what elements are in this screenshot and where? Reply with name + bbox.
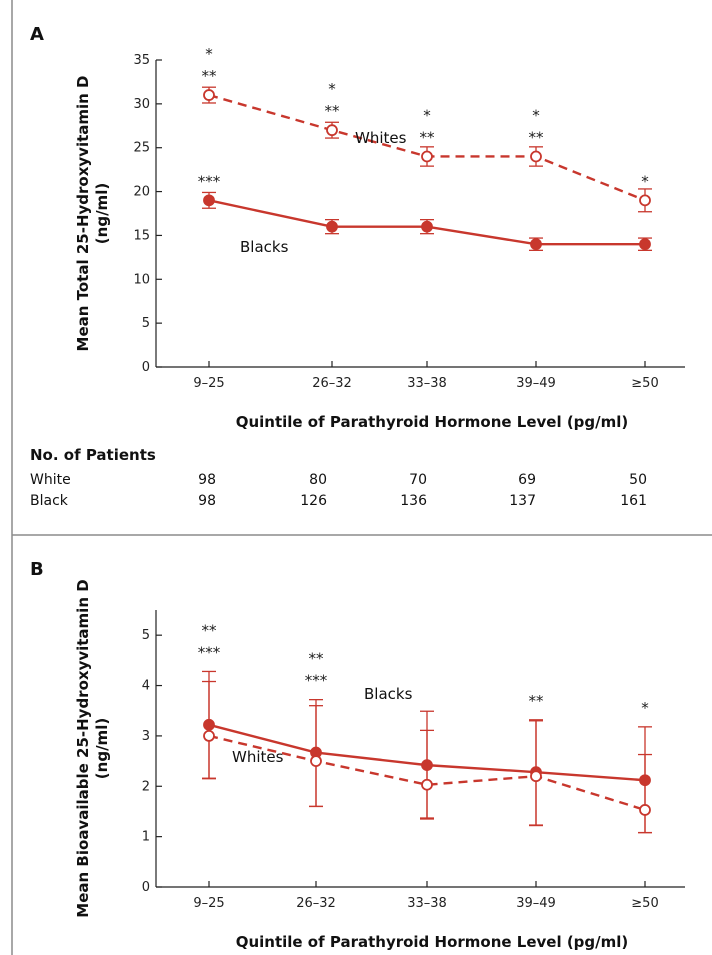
table-cell: 137 <box>509 493 536 509</box>
table-cell: 70 <box>409 472 427 488</box>
data-point-whites <box>326 124 338 137</box>
significance-marker: ** <box>202 621 218 639</box>
patients-table: No. of Patients White 98 80 70 69 50 Black 98 126… <box>30 446 647 509</box>
significance-marker: ** <box>420 128 436 146</box>
significance-marker: *** <box>198 643 221 661</box>
y-axis-label-line: (ng/ml) <box>93 718 111 779</box>
significance-marker: * <box>641 172 649 190</box>
table-title: No. of Patients <box>30 446 156 464</box>
table-cell: 50 <box>629 472 647 488</box>
data-point-whites <box>530 150 542 163</box>
significance-marker: * <box>423 106 431 124</box>
series-label-whites: Whites <box>355 129 407 147</box>
data-point-blacks <box>203 194 215 207</box>
significance-marker: ** <box>529 128 545 146</box>
data-point-whites <box>310 755 322 767</box>
data-point-blacks <box>326 220 338 233</box>
significance-marker: ** <box>202 67 218 85</box>
table-row-label: White <box>30 472 71 488</box>
data-point-whites <box>639 804 651 816</box>
significance-marker: *** <box>305 672 328 690</box>
x-tick-label: 39–49 <box>516 896 556 911</box>
y-axis-label-line: (ng/ml) <box>93 183 111 244</box>
y-tick-label: 30 <box>133 97 150 112</box>
chart-panel-a: 0 5 10 15 20 25 30 35 9–25 26–32 33–38 39–49 ≥50 Mean… <box>74 45 685 431</box>
y-tick-label: 4 <box>142 679 150 694</box>
significance-marker: * <box>328 80 336 98</box>
y-tick-label: 5 <box>142 628 150 643</box>
data-point-whites <box>421 150 433 163</box>
table-cell: 80 <box>309 472 327 488</box>
x-tick-label: ≥50 <box>631 896 658 911</box>
x-axis-label: Quintile of Parathyroid Hormone Level (p… <box>236 413 629 431</box>
table-row-label: Black <box>30 493 69 509</box>
data-point-blacks <box>421 220 433 233</box>
significance-marker: ** <box>309 650 325 668</box>
table-cell: 161 <box>620 493 647 509</box>
data-point-whites <box>203 89 215 101</box>
y-axis-label: Mean Total 25-Hydroxyvitamin D(ng/ml) <box>74 76 111 352</box>
table-cell: 98 <box>198 493 216 509</box>
y-tick-label: 5 <box>142 316 150 331</box>
y-tick-label: 35 <box>133 53 150 68</box>
y-tick-label: 25 <box>133 141 150 156</box>
y-tick-label: 1 <box>142 830 150 845</box>
y-tick-label: 10 <box>133 272 150 287</box>
y-tick-label: 3 <box>142 729 150 744</box>
y-axis-label-line: Mean Total 25-Hydroxyvitamin D <box>74 76 92 352</box>
x-tick-label: 26–32 <box>296 896 336 911</box>
y-tick-label: 20 <box>133 185 150 200</box>
y-tick-label: 15 <box>133 228 150 243</box>
panel-b-label: B <box>30 559 44 580</box>
significance-marker: * <box>532 106 540 124</box>
chart-panel-b: 0 1 2 3 4 5 9–25 26–32 33–38 39–49 ≥50 Mean Bioavai… <box>74 579 685 951</box>
table-cell: 136 <box>400 493 427 509</box>
table-cell: 98 <box>198 472 216 488</box>
x-tick-label: 33–38 <box>407 896 447 911</box>
y-tick-label: 0 <box>142 360 150 375</box>
x-axis-label: Quintile of Parathyroid Hormone Level (p… <box>236 933 629 951</box>
x-tick-label: ≥50 <box>631 376 658 391</box>
panel-a-label: A <box>30 24 44 45</box>
x-tick-label: 26–32 <box>312 376 352 391</box>
significance-marker: *** <box>198 172 221 190</box>
table-cell: 69 <box>518 472 536 488</box>
x-tick-label: 39–49 <box>516 376 556 391</box>
x-tick-label: 33–38 <box>407 376 447 391</box>
significance-marker: ** <box>325 102 341 120</box>
data-point-blacks <box>639 238 651 251</box>
y-tick-label: 0 <box>142 880 150 895</box>
series-label-whites: Whites <box>232 748 284 766</box>
y-axis-label-line: Mean Bioavailable 25-Hydroxyvitamin D <box>74 579 92 917</box>
significance-marker: * <box>205 45 213 63</box>
data-point-blacks <box>530 238 542 251</box>
table-cell: 126 <box>300 493 327 509</box>
y-tick-label: 2 <box>142 779 150 794</box>
x-tick-label: 9–25 <box>193 376 224 391</box>
x-tick-label: 9–25 <box>193 896 224 911</box>
series-label-blacks: Blacks <box>240 238 289 256</box>
significance-marker: ** <box>529 692 545 710</box>
data-point-whites <box>203 730 215 742</box>
series-label-blacks: Blacks <box>364 685 413 703</box>
data-point-whites <box>530 770 542 783</box>
y-axis-label: Mean Bioavailable 25-Hydroxyvitamin D(ng… <box>74 579 111 917</box>
data-point-whites <box>421 778 433 791</box>
significance-marker: * <box>641 699 649 717</box>
data-point-whites <box>639 194 651 207</box>
